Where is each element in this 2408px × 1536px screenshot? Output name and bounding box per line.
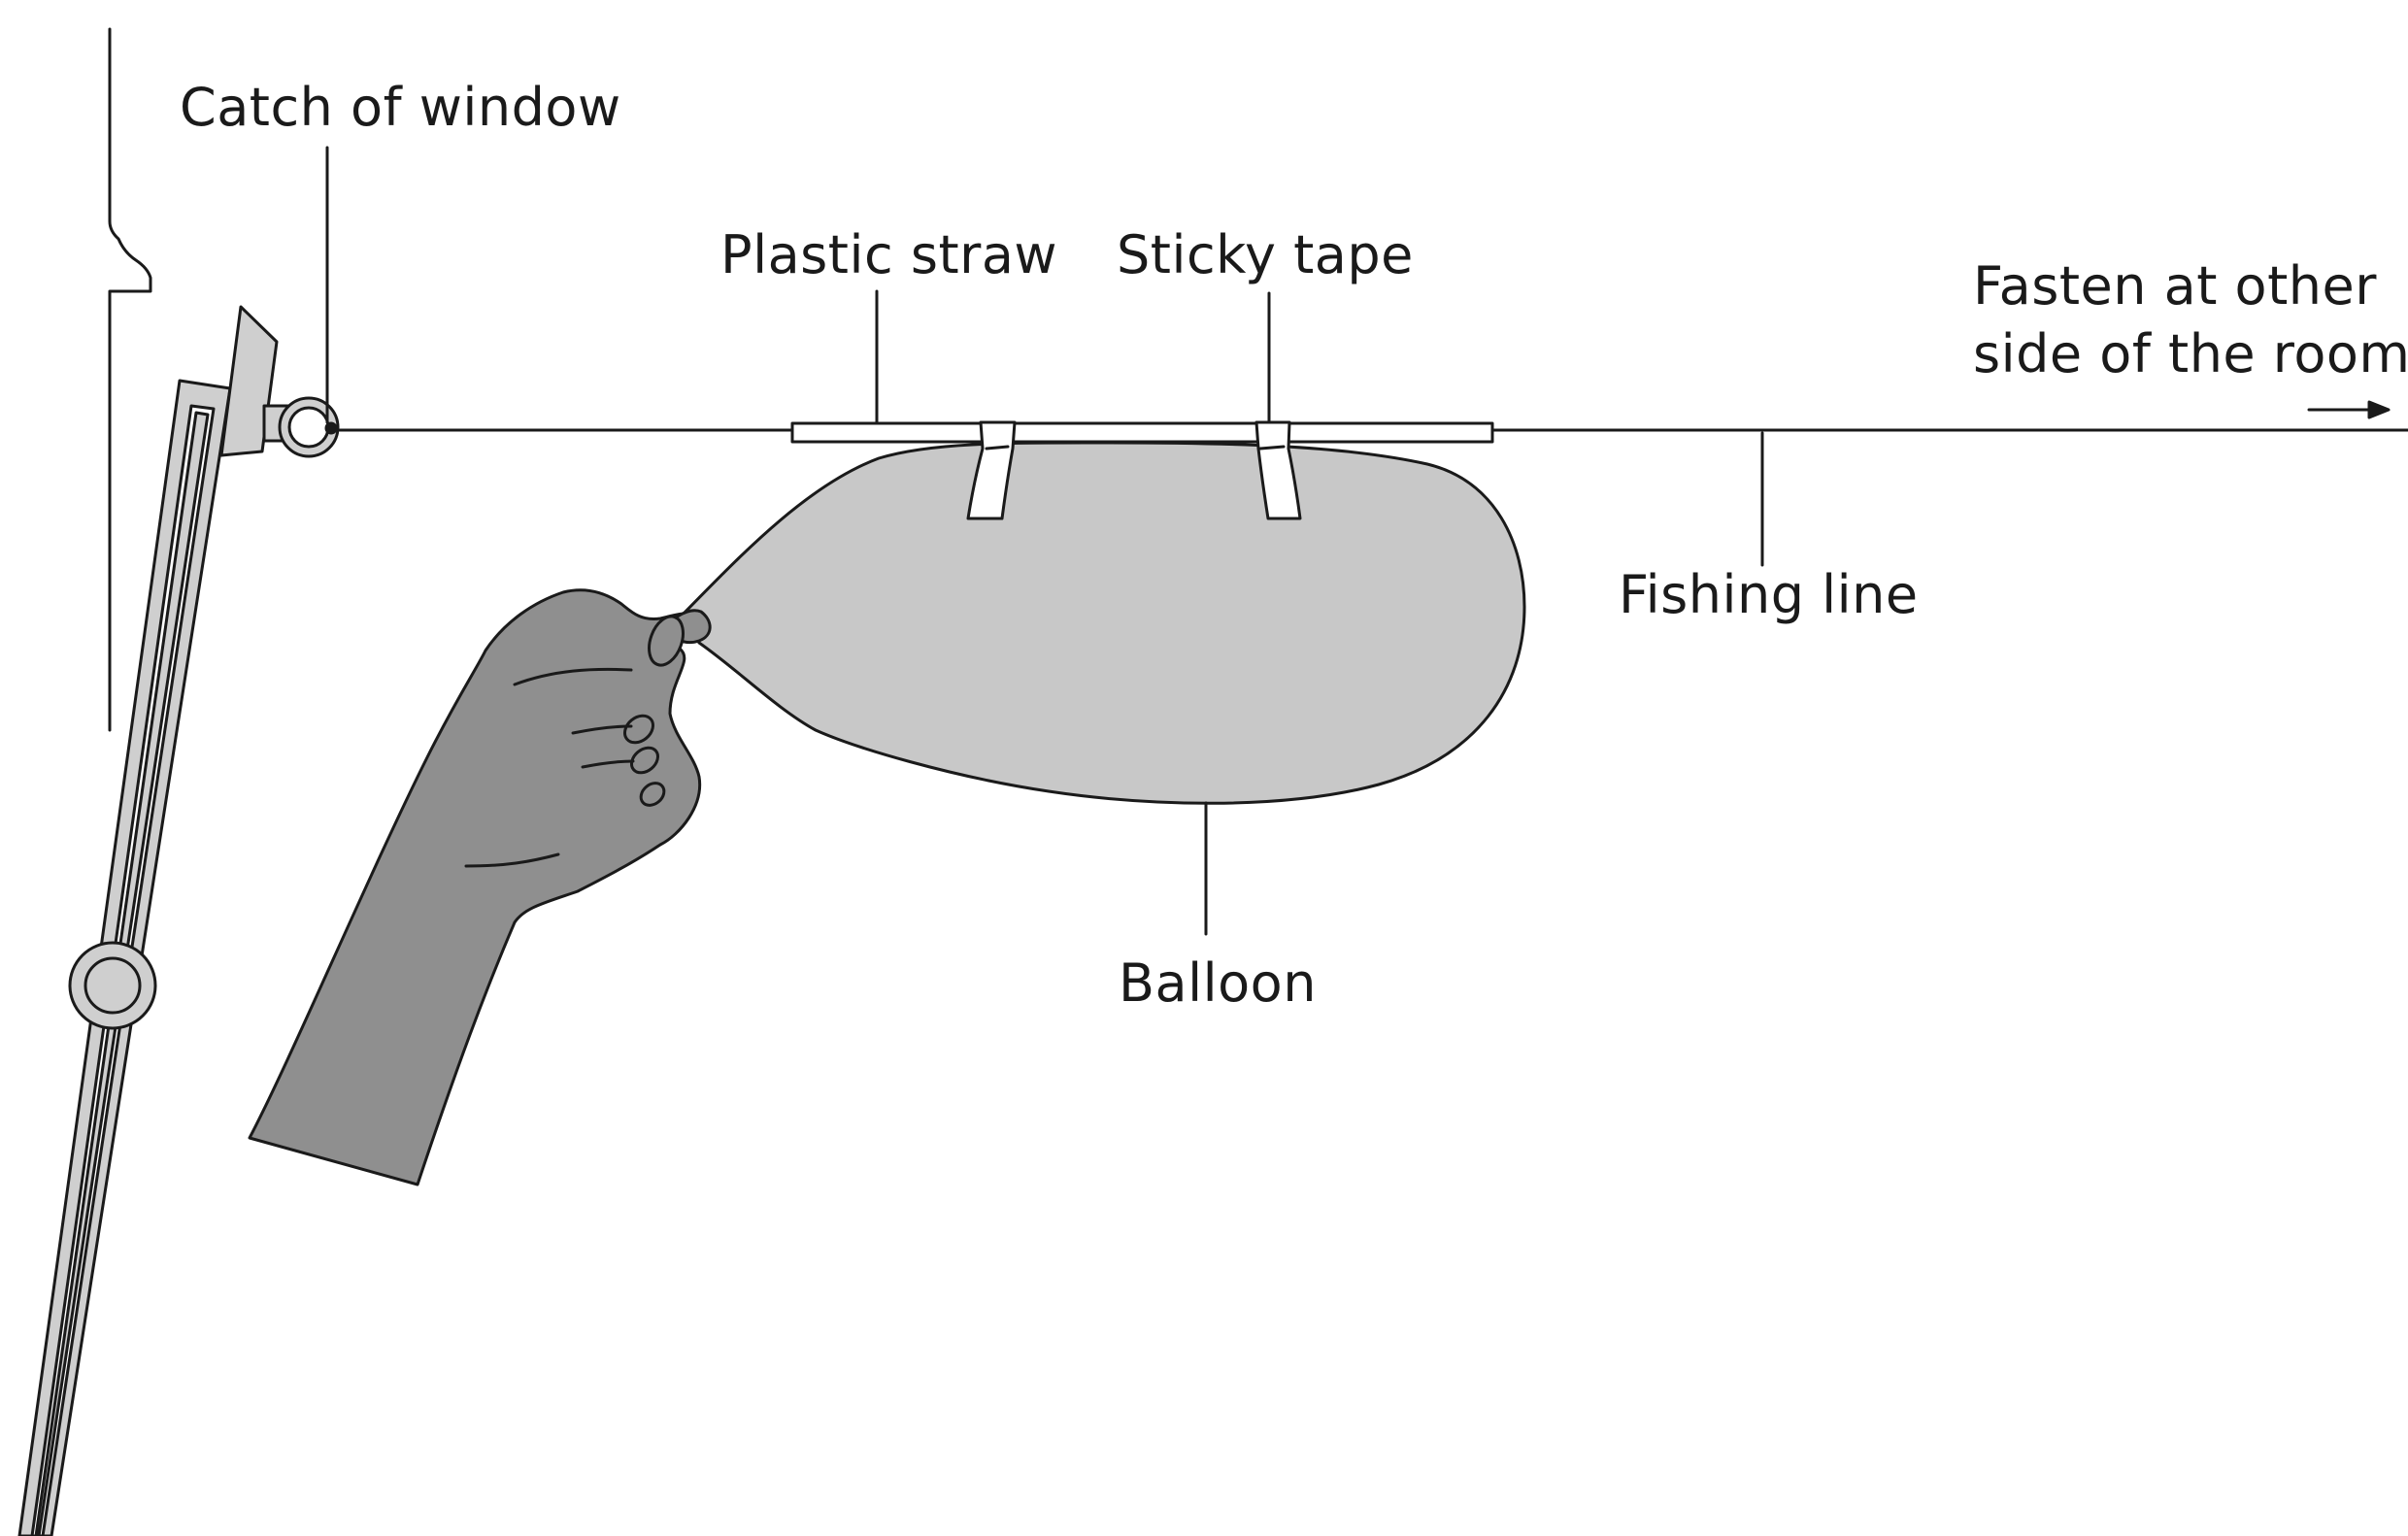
thumb-nail xyxy=(648,615,685,667)
finger-nail-2 xyxy=(630,746,659,775)
balloon xyxy=(678,441,1526,805)
sticky-tape-left-crease xyxy=(985,445,1010,451)
sticky-tape-right-crease xyxy=(1258,445,1286,451)
finger-line-1 xyxy=(513,667,633,686)
label-sticky-tape: Sticky tape xyxy=(1117,224,1414,285)
label-plastic-straw: Plastic straw xyxy=(720,224,1058,285)
window-catch-ring xyxy=(278,396,340,458)
finger-line-2 xyxy=(571,724,633,735)
label-fasten-line2: side of the room xyxy=(1973,323,2408,384)
window-frame-edge xyxy=(108,27,152,732)
sticky-tape-right xyxy=(1254,420,1302,520)
finger-nail-1 xyxy=(623,714,654,745)
label-catch-of-window: Catch of window xyxy=(180,77,621,138)
plastic-straw xyxy=(790,421,1494,444)
finger-line-3 xyxy=(581,759,635,769)
palm-line xyxy=(464,852,560,868)
hand xyxy=(248,588,702,1186)
label-fishing-line: Fishing line xyxy=(1619,564,1919,625)
direction-arrow-icon xyxy=(2307,400,2391,419)
window-hinge-knob xyxy=(68,941,157,1030)
label-balloon: Balloon xyxy=(1119,952,1317,1014)
finger-nail-3 xyxy=(639,782,666,807)
label-fasten-line1: Fasten at other xyxy=(1973,255,2377,317)
